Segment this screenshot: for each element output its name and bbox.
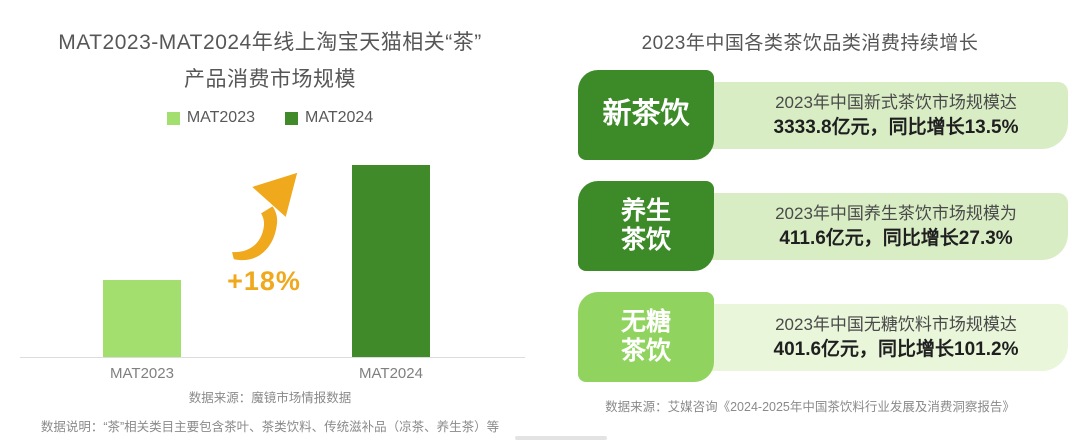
left-chart-title-line1: MAT2023-MAT2024年线上淘宝天猫相关“茶” [58, 31, 482, 54]
stat-box-sugar-free-tea: 2023年中国无糖饮料市场规模达 401.6亿元，同比增长101.2% [698, 304, 1068, 371]
badge-label-line1: 养生 [620, 197, 671, 226]
cropped-watermark [515, 436, 607, 440]
bar-plot-area: +18% MAT2023 MAT2024 [20, 165, 525, 382]
badge-label-line1: 无糖 [620, 308, 671, 337]
x-axis-line [20, 357, 525, 358]
stat-row-sugar-free-tea: 2023年中国无糖饮料市场规模达 401.6亿元，同比增长101.2% 无糖 茶… [578, 292, 1070, 384]
x-axis-label-mat2024: MAT2024 [359, 365, 423, 382]
legend-label-mat2023: MAT2023 [186, 109, 255, 126]
stat-text-line1: 2023年中国新式茶饮市场规模达 [775, 92, 1017, 112]
bar-mat2023 [103, 280, 181, 357]
badge-label-line2: 茶饮 [620, 226, 671, 254]
stat-box-health-tea: 2023年中国养生茶饮市场规模为 411.6亿元，同比增长27.3% [698, 193, 1068, 260]
legend-item-mat2023: MAT2023 [166, 109, 255, 127]
stat-badge-sugar-free-tea: 无糖 茶饮 [578, 292, 714, 382]
stat-text-line2: 401.6亿元，同比增长101.2% [773, 338, 1019, 360]
stat-text-line1: 2023年中国无糖饮料市场规模达 [775, 314, 1017, 334]
stat-text-line2: 411.6亿元，同比增长27.3% [779, 227, 1013, 249]
badge-label-line2: 茶饮 [620, 337, 671, 365]
growth-arrow-icon [232, 172, 298, 261]
chart-legend: MAT2023 MAT2024 [0, 109, 540, 127]
stat-row-health-tea: 2023年中国养生茶饮市场规模为 411.6亿元，同比增长27.3% 养生 茶饮 [578, 181, 1070, 273]
left-chart-title-line2: 产品消费市场规模 [184, 68, 356, 91]
stat-row-new-tea: 2023年中国新式茶饮市场规模达 3333.8亿元，同比增长13.5% 新茶饮 [578, 70, 1070, 162]
right-data-source: 数据来源：艾媒咨询《2024-2025年中国茶饮料行业发展及消费洞察报告》 [605, 400, 1015, 414]
stat-badge-new-tea: 新茶饮 [578, 70, 714, 160]
left-data-note: 数据说明：“茶”相关类目主要包含茶叶、茶类饮料、传统滋补品（凉茶、养生茶）等 [40, 420, 500, 434]
left-data-source: 数据来源：魔镜市场情报数据 [188, 391, 352, 405]
x-axis-label-mat2023: MAT2023 [110, 365, 174, 382]
left-chart-panel: MAT2023-MAT2024年线上淘宝天猫相关“茶” 产品消费市场规模 MAT… [0, 24, 540, 434]
bar-mat2024 [352, 165, 430, 357]
legend-label-mat2024: MAT2024 [305, 109, 374, 126]
growth-percentage-label: +18% [227, 266, 301, 296]
stat-text-line2: 3333.8亿元，同比增长13.5% [773, 116, 1019, 138]
legend-swatch-mat2024-icon [285, 111, 298, 125]
left-chart-title: MAT2023-MAT2024年线上淘宝天猫相关“茶” 产品消费市场规模 [0, 24, 540, 98]
badge-label: 新茶饮 [602, 98, 690, 131]
legend-item-mat2024: MAT2024 [285, 109, 373, 127]
stat-text-line1: 2023年中国养生茶饮市场规模为 [775, 203, 1017, 223]
stat-box-new-tea: 2023年中国新式茶饮市场规模达 3333.8亿元，同比增长13.5% [698, 82, 1068, 149]
right-panel-title: 2023年中国各类茶饮品类消费持续增长 [641, 33, 979, 54]
legend-swatch-mat2023-icon [166, 111, 180, 125]
stat-badge-health-tea: 养生 茶饮 [578, 181, 714, 271]
right-stats-panel: 2023年中国各类茶饮品类消费持续增长 2023年中国新式茶饮市场规模达 333… [540, 0, 1080, 440]
